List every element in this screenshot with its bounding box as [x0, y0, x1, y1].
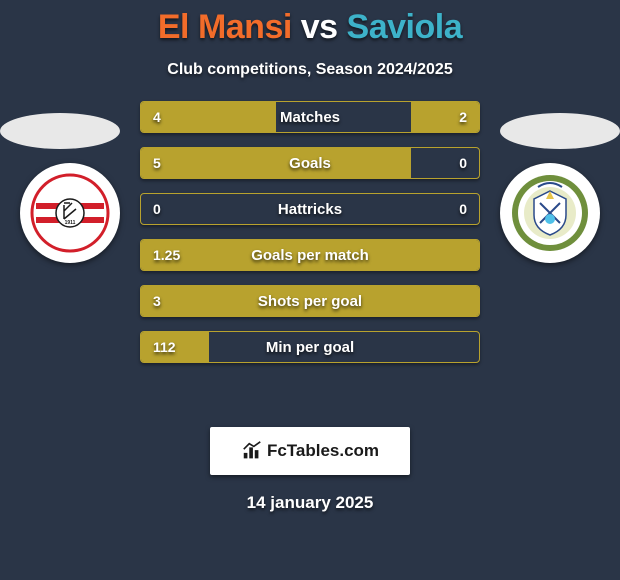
player1-name: El Mansi [158, 8, 292, 46]
stat-label: Hattricks [141, 194, 479, 224]
stat-bar-left [141, 286, 479, 316]
military-crest-icon [510, 173, 590, 253]
brand-badge[interactable]: FcTables.com [210, 427, 410, 475]
vs-separator: vs [301, 8, 338, 46]
player1-disc [0, 113, 120, 149]
stat-row: Matches42 [140, 101, 480, 133]
stat-value-right: 0 [459, 194, 467, 224]
subtitle: Club competitions, Season 2024/2025 [0, 61, 620, 79]
page-title: El Mansi vs Saviola [0, 0, 620, 47]
main-area: 1911 Matches42Goals50Hattricks00Goals pe… [0, 101, 620, 411]
stat-row: Goals50 [140, 147, 480, 179]
stat-row: Hattricks0 0 [140, 193, 480, 225]
stat-bar-left [141, 332, 209, 362]
stat-bar-left [141, 102, 276, 132]
player2-disc [500, 113, 620, 149]
stat-row: Shots per goal3 [140, 285, 480, 317]
stat-row: Min per goal112 [140, 331, 480, 363]
player1-club-badge: 1911 [20, 163, 120, 263]
player2-name: Saviola [347, 8, 463, 46]
zamalek-crest-icon: 1911 [30, 173, 110, 253]
comparison-card: El Mansi vs Saviola Club competitions, S… [0, 0, 620, 513]
date-label: 14 january 2025 [0, 493, 620, 513]
player2-club-badge [500, 163, 600, 263]
stat-row: Goals per match1.25 [140, 239, 480, 271]
stats-panel: Matches42Goals50Hattricks00Goals per mat… [140, 101, 480, 363]
stat-bar-left [141, 240, 479, 270]
chart-icon [241, 440, 263, 462]
stat-value-right: 0 [459, 148, 467, 178]
stat-bar-right [411, 102, 479, 132]
svg-text:1911: 1911 [65, 220, 76, 226]
stat-bar-left [141, 148, 411, 178]
brand-text: FcTables.com [241, 440, 379, 462]
stat-value-left: 0 [153, 194, 161, 224]
